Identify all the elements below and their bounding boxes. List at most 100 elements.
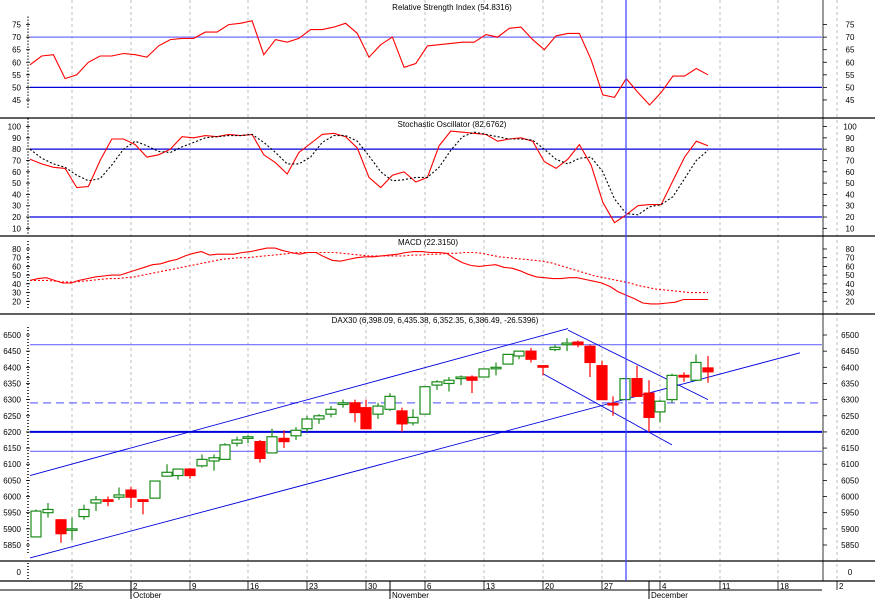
signal-line bbox=[30, 251, 708, 294]
volume-zero-label: 0 bbox=[848, 568, 853, 577]
candle bbox=[607, 396, 619, 416]
price-title: DAX30 (6,398.09, 6,435.38, 6,352.35, 6,3… bbox=[332, 316, 539, 325]
candle-body bbox=[584, 345, 596, 364]
candle bbox=[631, 365, 643, 397]
candle-body bbox=[631, 378, 643, 397]
candle-body bbox=[78, 508, 90, 518]
y-tick-label: 100 bbox=[843, 123, 857, 132]
candle bbox=[231, 436, 243, 447]
candle-body bbox=[502, 353, 514, 365]
y-tick-label: 60 bbox=[846, 168, 855, 177]
candle bbox=[525, 347, 537, 363]
date-label: 11 bbox=[722, 582, 731, 591]
candle-body bbox=[125, 489, 137, 498]
y-tick-label: 6500 bbox=[3, 331, 21, 340]
candle-body bbox=[525, 350, 537, 360]
candle-body bbox=[137, 499, 149, 502]
y-tick-label: 6350 bbox=[3, 379, 21, 388]
candle bbox=[419, 386, 431, 415]
candle-body bbox=[619, 378, 631, 401]
y-tick-label: 80 bbox=[12, 245, 21, 254]
candle bbox=[113, 487, 125, 500]
candle bbox=[360, 399, 372, 430]
date-label: 4 bbox=[662, 582, 667, 591]
candle bbox=[42, 503, 54, 518]
y-tick-label: 100 bbox=[8, 123, 22, 132]
y-tick-label: 6000 bbox=[841, 493, 859, 502]
candle-body bbox=[643, 392, 655, 418]
candle-body bbox=[596, 365, 608, 401]
candle-body bbox=[561, 342, 573, 346]
y-tick-label: 5900 bbox=[841, 525, 859, 534]
candle bbox=[478, 368, 490, 378]
candle-body bbox=[278, 437, 290, 443]
candle-body bbox=[196, 458, 208, 467]
date-label: 13 bbox=[486, 582, 495, 591]
candle-body bbox=[30, 510, 42, 538]
candle bbox=[596, 360, 608, 401]
candle bbox=[254, 440, 266, 463]
y-tick-label: 20 bbox=[846, 213, 855, 222]
y-tick-label: 90 bbox=[846, 134, 855, 143]
y-tick-label: 5850 bbox=[841, 541, 859, 550]
candle bbox=[643, 380, 655, 432]
y-tick-label: 6500 bbox=[841, 331, 859, 340]
candle-body bbox=[254, 441, 266, 460]
y-tick-label: 50 bbox=[846, 271, 855, 280]
candle bbox=[455, 375, 467, 386]
date-label: 20 bbox=[545, 582, 554, 591]
y-tick-label: 50 bbox=[12, 271, 21, 280]
candle-body bbox=[113, 494, 125, 498]
y-tick-label: 20 bbox=[12, 213, 21, 222]
y-tick-label: 10 bbox=[12, 224, 21, 233]
month-label: October bbox=[133, 591, 162, 599]
y-tick-label: 6350 bbox=[841, 379, 859, 388]
rsi-panel: 45 45 50 50 55 55 60 60 65 65 70 70 75 75 bbox=[12, 16, 855, 108]
y-tick-label: 6150 bbox=[3, 444, 21, 453]
candle-body bbox=[337, 402, 349, 406]
trendline-lower-channel bbox=[29, 352, 801, 559]
candle bbox=[349, 399, 361, 423]
y-tick-label: 30 bbox=[846, 289, 855, 298]
y-tick-label: 50 bbox=[12, 83, 21, 92]
month-label: November bbox=[392, 591, 429, 599]
y-tick-label: 10 bbox=[846, 224, 855, 233]
volume-zero-label: 0 bbox=[17, 568, 22, 577]
candle bbox=[443, 377, 455, 392]
panel-borders bbox=[0, 0, 875, 582]
candle bbox=[66, 517, 78, 541]
trendline-upper-channel bbox=[29, 328, 569, 476]
date-label: 27 bbox=[604, 582, 613, 591]
candle bbox=[572, 340, 584, 348]
candle bbox=[431, 380, 443, 390]
y-tick-label: 55 bbox=[12, 71, 21, 80]
candle-body bbox=[490, 366, 502, 370]
candle-body bbox=[161, 471, 173, 477]
candle-body bbox=[678, 374, 690, 378]
date-label: 9 bbox=[192, 582, 197, 591]
candle bbox=[137, 499, 149, 515]
candle bbox=[384, 393, 396, 411]
candle bbox=[584, 344, 596, 377]
candle bbox=[78, 504, 90, 520]
candle bbox=[466, 375, 478, 394]
candle-body bbox=[184, 468, 196, 477]
y-tick-label: 6300 bbox=[841, 396, 859, 405]
macd-line bbox=[29, 247, 708, 305]
y-tick-label: 6150 bbox=[841, 444, 859, 453]
candle bbox=[266, 428, 278, 454]
candle-body bbox=[443, 379, 455, 385]
candle bbox=[184, 468, 196, 479]
date-label: 6 bbox=[427, 582, 432, 591]
y-tick-label: 30 bbox=[846, 202, 855, 211]
candle bbox=[654, 399, 666, 423]
candle bbox=[172, 468, 184, 480]
d-line bbox=[29, 131, 709, 216]
date-label: 23 bbox=[309, 582, 318, 591]
stochastic-panel: 10 10 20 20 30 30 40 40 50 50 60 60 70 70 80 80 90 90 100 1… bbox=[8, 118, 857, 237]
y-tick-label: 70 bbox=[12, 254, 21, 263]
y-tick-label: 20 bbox=[12, 297, 21, 306]
candle-body bbox=[478, 368, 490, 378]
